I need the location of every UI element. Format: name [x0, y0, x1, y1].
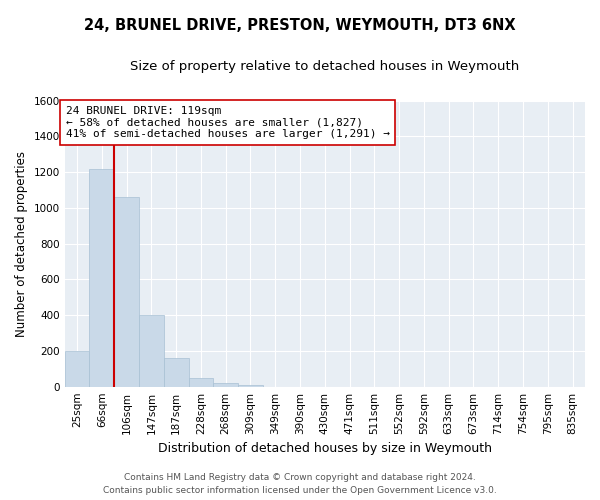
Bar — [164, 358, 188, 386]
Title: Size of property relative to detached houses in Weymouth: Size of property relative to detached ho… — [130, 60, 520, 73]
Bar — [89, 168, 114, 386]
Y-axis label: Number of detached properties: Number of detached properties — [15, 150, 28, 336]
Bar — [139, 315, 164, 386]
Text: 24 BRUNEL DRIVE: 119sqm
← 58% of detached houses are smaller (1,827)
41% of semi: 24 BRUNEL DRIVE: 119sqm ← 58% of detache… — [66, 106, 390, 139]
Bar — [214, 383, 238, 386]
Bar — [238, 385, 263, 386]
Bar — [114, 197, 139, 386]
X-axis label: Distribution of detached houses by size in Weymouth: Distribution of detached houses by size … — [158, 442, 492, 455]
Bar — [65, 351, 89, 386]
Text: Contains HM Land Registry data © Crown copyright and database right 2024.
Contai: Contains HM Land Registry data © Crown c… — [103, 474, 497, 495]
Text: 24, BRUNEL DRIVE, PRESTON, WEYMOUTH, DT3 6NX: 24, BRUNEL DRIVE, PRESTON, WEYMOUTH, DT3… — [84, 18, 516, 32]
Bar — [188, 378, 214, 386]
